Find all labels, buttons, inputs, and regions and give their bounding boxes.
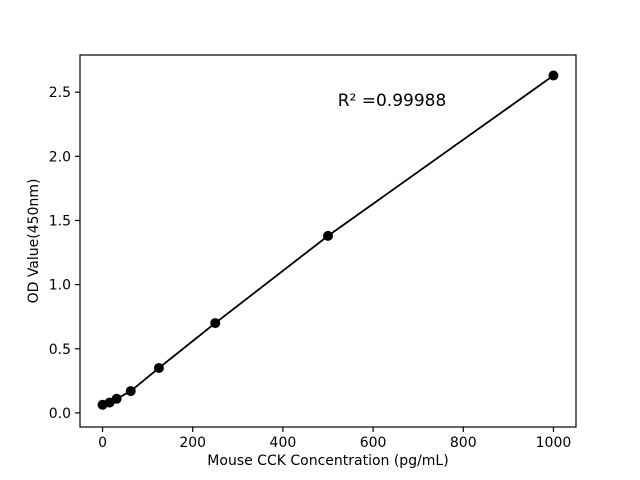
- x-tick-label: 1000: [536, 435, 572, 451]
- x-tick-label: 200: [179, 435, 206, 451]
- y-axis-label: OD Value(450nm): [26, 178, 42, 304]
- x-tick-label: 800: [450, 435, 477, 451]
- x-tick-label: 0: [98, 435, 107, 451]
- r-squared-annotation: R² =0.99988: [337, 91, 447, 111]
- x-axis-label: Mouse CCK Concentration (pg/mL): [207, 453, 449, 469]
- x-tick-label: 600: [360, 435, 387, 451]
- data-point: [125, 386, 136, 397]
- data-point: [210, 318, 221, 329]
- data-point: [111, 393, 122, 404]
- y-tick-label: 1.0: [49, 278, 71, 294]
- data-point: [153, 362, 164, 373]
- y-tick-label: 0.0: [49, 406, 71, 422]
- data-point: [548, 70, 559, 81]
- y-tick-label: 2.5: [49, 85, 71, 101]
- data-point: [323, 230, 333, 241]
- axes-box: [79, 54, 577, 428]
- x-tick-label: 400: [270, 435, 297, 451]
- y-tick-label: 2.0: [49, 149, 71, 165]
- y-tick-label: 1.5: [49, 213, 71, 229]
- y-tick-label: 0.5: [49, 342, 71, 358]
